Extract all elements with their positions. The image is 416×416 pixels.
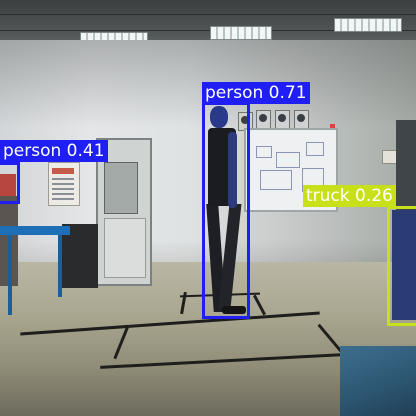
ceiling-light (210, 26, 272, 40)
whiteboard-drawing (276, 152, 300, 168)
floor-marking-line (20, 312, 319, 336)
whiteboard-drawing (306, 142, 324, 156)
poster-content (52, 178, 74, 200)
wall-badge (275, 110, 290, 129)
desk-leg (58, 235, 62, 297)
detection-label-truck: truck 0.26 (303, 185, 396, 207)
detection-label-person: person 0.71 (202, 82, 310, 104)
door-panel (104, 218, 146, 278)
detection-box-truck (387, 206, 416, 326)
poster-header (52, 168, 74, 174)
floor-marking-line (113, 325, 129, 360)
wall-badge (256, 110, 271, 129)
blue-floor-mat (340, 346, 416, 416)
whiteboard-drawing (260, 170, 292, 190)
desk-leg (8, 235, 12, 315)
detection-label-person: person 0.41 (0, 140, 108, 162)
detection-box-person (202, 102, 250, 319)
ceiling-light (334, 18, 402, 32)
floor-marking-line (253, 295, 266, 316)
ceiling-grid-line (0, 14, 416, 15)
detection-box-person (0, 162, 20, 204)
wall-badge (294, 110, 309, 129)
blue-desk (0, 226, 70, 235)
door-window (104, 162, 138, 214)
whiteboard-drawing (256, 146, 272, 158)
